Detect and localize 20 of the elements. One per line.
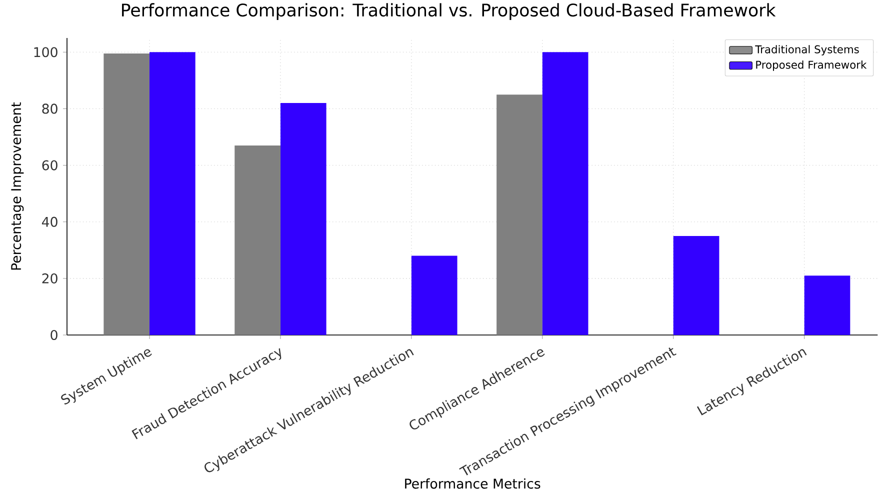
x-axis-title: Performance Metrics [405, 478, 540, 489]
bar [496, 94, 542, 335]
bar [804, 276, 850, 335]
y-axis-title: Percentage Improvement [11, 102, 24, 270]
y-tick-label: 100 [34, 47, 58, 58]
y-tick-label: 80 [42, 104, 58, 114]
legend-label: Traditional Systems [755, 45, 859, 56]
y-tick-label: 20 [42, 273, 58, 284]
chart-title: Performance Comparison: Traditional vs. Proposed Cloud-Based Framework [122, 3, 776, 20]
legend-label: Proposed Framework [756, 60, 867, 71]
bar [673, 236, 720, 335]
bar [104, 54, 150, 335]
bar [150, 52, 196, 335]
y-tick-label: 0 [50, 330, 58, 340]
bar [280, 103, 326, 335]
y-tick-label: 60 [42, 160, 58, 170]
bar [411, 256, 458, 335]
y-tick-label: 40 [42, 216, 58, 227]
bar [234, 145, 280, 335]
bar [542, 52, 588, 335]
